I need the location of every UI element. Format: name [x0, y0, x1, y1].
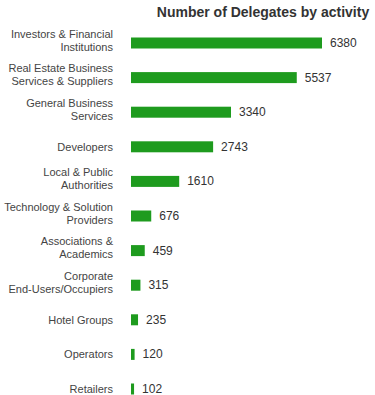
chart-title: Number of Delegates by activity — [157, 4, 370, 20]
data-label: 2743 — [221, 140, 248, 154]
data-label: 5537 — [305, 71, 332, 85]
category-label: Operators — [64, 348, 113, 360]
bar — [131, 280, 140, 291]
category-label: General BusinessServices — [26, 97, 113, 122]
category-label: Associations &Academics — [41, 235, 114, 260]
chart-svg: Number of Delegates by activity 6380 Inves… — [0, 0, 375, 395]
category-label: Technology & SolutionProviders — [4, 201, 113, 226]
category-label: Hotel Groups — [48, 314, 113, 326]
category-label: Retailers — [70, 383, 114, 395]
bar — [131, 349, 135, 360]
bar — [131, 72, 297, 83]
category-label: Developers — [57, 141, 113, 153]
data-label: 1610 — [187, 174, 214, 188]
bar — [131, 38, 322, 49]
bar — [131, 211, 151, 222]
category-label: CorporateEnd-Users/Occupiers — [8, 270, 113, 295]
data-label: 102 — [142, 382, 162, 395]
bar — [131, 141, 213, 152]
chart-container: Number of Delegates by activity 6380 Inves… — [0, 0, 375, 395]
category-label: Investors & FinancialInstitutions — [11, 28, 114, 53]
bar — [131, 176, 179, 187]
bar — [131, 384, 134, 395]
bar — [131, 314, 138, 325]
category-label: Real Estate BusinessServices & Suppliers — [8, 62, 113, 87]
data-label: 315 — [148, 278, 168, 292]
labels: 6380 Investors & FinancialInstitutions 553… — [4, 28, 357, 395]
bar — [131, 245, 145, 256]
data-label: 676 — [159, 209, 179, 223]
data-label: 120 — [143, 347, 163, 361]
data-label: 459 — [153, 244, 173, 258]
bars — [131, 38, 322, 395]
data-label: 235 — [146, 313, 166, 327]
bar — [131, 107, 231, 118]
data-label: 6380 — [330, 36, 357, 50]
category-label: Local & PublicAuthorities — [43, 166, 113, 191]
data-label: 3340 — [239, 105, 266, 119]
